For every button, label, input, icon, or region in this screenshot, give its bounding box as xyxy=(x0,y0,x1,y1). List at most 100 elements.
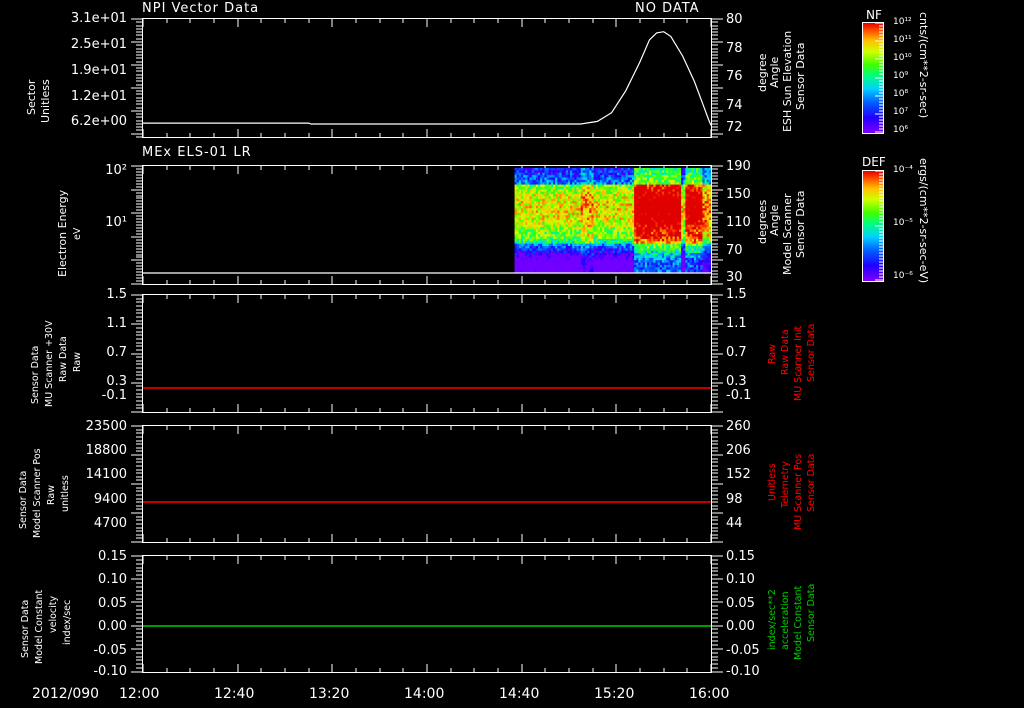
panel-1-left-tick-4: 6.2e+00 xyxy=(70,114,127,129)
panel-4-right-axis-label-line-2: Telemetry xyxy=(780,461,791,508)
panel-4-right-tick-ladder xyxy=(712,425,723,543)
panel-3-right-axis-label-line-0: Sensor Data xyxy=(806,323,817,382)
panel-3-left-tick-3: 0.3 xyxy=(106,374,127,389)
panel-1-right-axis-label-line-2: Angle xyxy=(768,56,781,88)
colorbar-1-gradient-svg xyxy=(863,23,883,133)
panel-3-right-axis-label-line-3: Raw xyxy=(767,344,778,364)
panel-5-right-axis-label-line-1: Model Constant xyxy=(793,585,804,660)
panel-1-right-axis-label-line-1: ESH Sun Elevation xyxy=(781,30,794,132)
panel-5-right-tick-5: -0.10 xyxy=(726,664,760,679)
panel-5-right-tick-3: 0.00 xyxy=(726,619,755,634)
panel-5-right-tick-4: -0.05 xyxy=(726,643,760,658)
panel-5-right-tick-1: 0.10 xyxy=(726,572,755,587)
colorbar-2-tick-2: 10⁻⁶ xyxy=(893,271,913,281)
panel-4-left-axis-label-line-0: Sensor Data xyxy=(18,470,29,529)
panel-1-right-tick-4: 72 xyxy=(726,120,743,135)
panel-2-left-axis-label-line-1: eV xyxy=(72,227,83,240)
panel-2-right-axis-label-line-3: degrees xyxy=(756,199,769,244)
panel-4-right-tick-1: 206 xyxy=(726,443,751,458)
panel-1-left-tick-ladder xyxy=(131,18,142,138)
panel-1-right-tick-1: 78 xyxy=(726,41,743,56)
colorbar-2-tick-0: 10⁻⁴ xyxy=(893,165,913,175)
x-tick-6: 16:00 xyxy=(689,686,730,702)
panel-1-title: NPI Vector Data xyxy=(142,1,260,16)
panel-4-right-tick-4: 44 xyxy=(726,516,743,531)
panel-4-left-tick-0: 23500 xyxy=(85,419,127,434)
panel-5-right-axis-label-line-3: index/sec**2 xyxy=(767,589,778,650)
panel-5-trace-svg xyxy=(143,556,711,672)
panel-1-right-tick-0: 80 xyxy=(726,12,743,27)
panel-5-left-tick-0: 0.15 xyxy=(98,549,127,564)
panel-2-right-axis-label-line-1: Model Scanner xyxy=(781,193,794,275)
panel-3-right-tick-2: 0.7 xyxy=(726,345,747,360)
panel-5-left-tick-5: -0.10 xyxy=(93,664,127,679)
panel-4-left-tick-3: 9400 xyxy=(93,492,127,507)
panel-1-plot-area[interactable] xyxy=(142,18,712,138)
panel-4-left-tick-2: 14100 xyxy=(85,467,127,482)
panel-2-left-tick-ladder xyxy=(131,165,142,285)
x-tick-4: 14:40 xyxy=(499,686,540,702)
colorbar-2-title: DEF xyxy=(862,155,886,169)
panel-3-trace-svg xyxy=(143,295,711,412)
x-tick-5: 15:20 xyxy=(594,686,635,702)
panel-3-left-tick-1: 1.1 xyxy=(106,316,127,331)
panel-5-right-axis-label-line-0: Sensor Data xyxy=(806,583,817,642)
panel-4-left-tick-ladder xyxy=(131,425,142,543)
colorbar-1-tick-4: 10⁸ xyxy=(893,89,909,99)
panel-1-left-tick-3: 1.2e+01 xyxy=(70,89,127,104)
panel-3-left-axis-label-line-2: Raw Data xyxy=(58,336,69,382)
panel-3-left-axis-label-line-3: Raw xyxy=(72,352,83,372)
panel-4-right-axis-label-line-3: Unitless xyxy=(767,463,778,501)
panel-3-right-tick-4: -0.1 xyxy=(726,388,752,403)
panel-2-title: MEx ELS-01 LR xyxy=(142,145,252,160)
panel-5-left-tick-4: -0.05 xyxy=(93,643,127,658)
panel-4-right-axis-label-line-1: MU Scanner Pos xyxy=(793,453,804,530)
colorbar-1-tick-2: 10¹⁰ xyxy=(893,53,912,63)
panel-4-right-axis-label-line-0: Sensor Data xyxy=(806,453,817,512)
panel-4-plot-area[interactable] xyxy=(142,425,712,543)
panel-2-plot-area[interactable] xyxy=(142,165,712,285)
panel-4-left-tick-1: 18800 xyxy=(85,443,127,458)
panel-5-right-axis-label-line-2: acceleration xyxy=(780,591,791,650)
panel-1-left-tick-1: 2.5e+01 xyxy=(70,37,127,52)
panel-1-no-data-annotation: NO DATA xyxy=(635,1,700,16)
panel-2-right-tick-1: 150 xyxy=(726,187,751,202)
panel-5-right-tick-0: 0.15 xyxy=(726,549,755,564)
panel-5-left-tick-2: 0.05 xyxy=(98,596,127,611)
panel-3-left-axis-label-line-0: Sensor Data xyxy=(30,345,41,404)
panel-1-left-axis-label-line-1: Unitless xyxy=(39,79,52,123)
panel-5-left-axis-label-line-3: index/sec xyxy=(62,599,73,645)
panel-2-right-tick-3: 70 xyxy=(726,243,743,258)
x-tick-0: 12:00 xyxy=(119,686,160,702)
date-stamp: 2012/090 xyxy=(32,686,100,702)
panel-5-plot-area[interactable] xyxy=(142,555,712,673)
panel-4-right-tick-2: 152 xyxy=(726,467,751,482)
panel-3-left-axis-label-line-1: MU Scanner +30V xyxy=(44,320,55,407)
panel-1-right-axis-label-line-3: degree xyxy=(756,53,769,92)
colorbar-1-unit-label: cnts/(cm**2-sr-sec) xyxy=(917,12,930,119)
panel-1-left-axis-label-line-0: Sector xyxy=(25,79,38,115)
panel-3-left-tick-ladder xyxy=(131,294,142,413)
colorbar-1-tick-6: 10⁶ xyxy=(893,125,909,135)
colorbar-1-tick-5: 10⁷ xyxy=(893,107,909,117)
panel-4-left-axis-label-line-1: Model Scanner Pos xyxy=(32,448,43,538)
colorbar-2-gradient[interactable] xyxy=(862,170,884,282)
panel-3-plot-area[interactable] xyxy=(142,294,712,413)
panel-2-left-tick-1: 10¹ xyxy=(105,215,127,230)
panel-3-right-tick-1: 1.1 xyxy=(726,316,747,331)
panel-5-left-axis-label-line-1: Model Constant xyxy=(34,589,45,664)
panel-5-right-tick-ladder xyxy=(712,555,723,673)
colorbar-1-gradient[interactable] xyxy=(862,22,884,134)
x-tick-2: 13:20 xyxy=(309,686,350,702)
panel-3-right-tick-0: 1.5 xyxy=(726,287,747,302)
colorbar-1-tick-1: 10¹¹ xyxy=(893,35,912,45)
panel-1-right-axis-label-line-0: Sensor Data xyxy=(794,42,807,110)
panel-2-right-tick-4: 30 xyxy=(726,270,743,285)
panel-5-left-tick-1: 0.10 xyxy=(98,572,127,587)
panel-4-trace-svg xyxy=(143,426,711,542)
x-tick-3: 14:00 xyxy=(404,686,445,702)
panel-4-right-tick-3: 98 xyxy=(726,492,743,507)
panel-1-right-tick-ladder xyxy=(712,18,723,138)
panel-3-right-axis-label-line-2: Raw Data xyxy=(780,329,791,375)
panel-5-left-axis-label-line-2: velocity xyxy=(48,595,59,633)
